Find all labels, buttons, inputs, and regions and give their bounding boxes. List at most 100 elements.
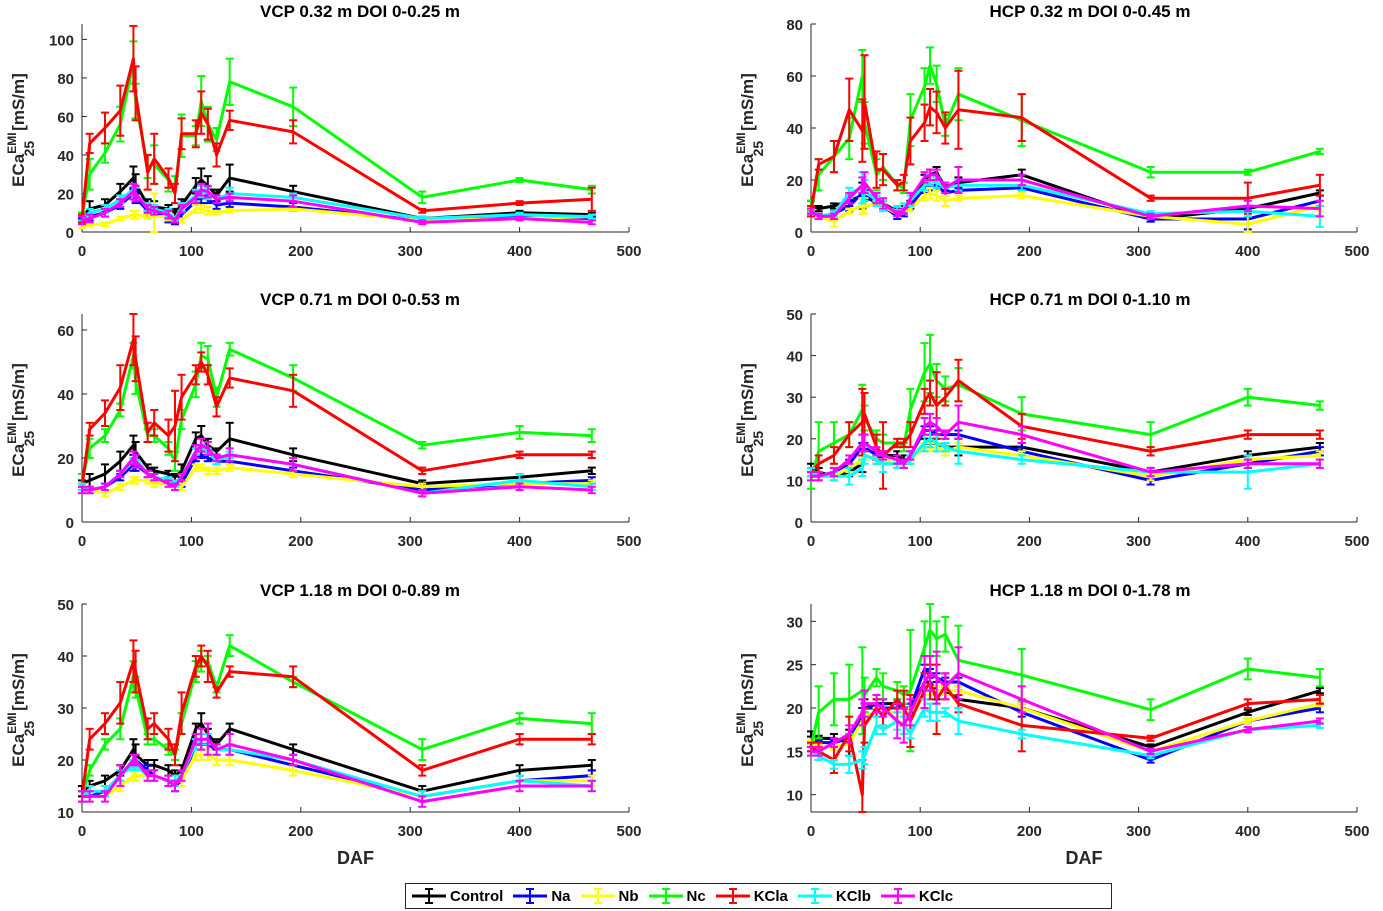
error-bar: [197, 182, 206, 197]
panel-2: HCP 0.32 m DOI 0-0.45 m 0 100 200 300 400 500 0…: [734, 2, 1370, 260]
x-tick-label: 500: [616, 533, 641, 550]
y-axis-label: ECaEMI 25[mS/m]: [5, 363, 37, 477]
series-line: [811, 420, 1320, 478]
error-bar: [872, 694, 881, 714]
legend-item-na[interactable]: Na: [511, 886, 571, 906]
x-tick-label: 200: [288, 823, 313, 840]
x-tick-label: 400: [507, 533, 532, 550]
legend-swatch-icon: [648, 888, 683, 904]
legend-item-nc[interactable]: Nc: [647, 886, 706, 906]
error-bar: [515, 177, 524, 183]
error-bar: [418, 489, 427, 498]
error-bar: [289, 119, 298, 145]
error-bar: [1315, 687, 1324, 695]
error-bar: [1243, 657, 1252, 681]
x-tick-label: 100: [908, 243, 933, 260]
error-bar: [1017, 173, 1026, 187]
error-bar: [212, 466, 221, 475]
series-kcla: [807, 54, 1324, 218]
error-bar: [116, 215, 125, 222]
error-bar: [116, 364, 125, 411]
error-bar: [1243, 726, 1252, 734]
y-tick-label: 40: [57, 387, 74, 404]
y-tick-label: 20: [57, 186, 74, 203]
error-bar: [170, 482, 179, 491]
error-bar: [418, 466, 427, 475]
error-bar: [941, 441, 950, 453]
legend: Control Na Nb Nc KCla KClb KClc: [405, 883, 1112, 909]
panel-title: VCP 0.32 m DOI 0-0.25 m: [260, 2, 460, 21]
error-bar: [100, 790, 109, 803]
error-bar: [920, 103, 929, 142]
error-bar: [906, 728, 915, 740]
error-bar: [212, 743, 221, 756]
error-bar: [845, 724, 854, 744]
error-bar: [225, 109, 234, 131]
error-bar: [587, 213, 596, 220]
error-bar: [197, 204, 206, 214]
x-tick-label: 200: [1017, 243, 1042, 260]
legend-swatch-icon: [880, 888, 915, 904]
error-bar: [1017, 425, 1026, 444]
legend-item-nb[interactable]: Nb: [579, 886, 639, 906]
error-bar: [1146, 734, 1155, 742]
error-bar: [197, 727, 206, 751]
legend-item-kcla[interactable]: KCla: [714, 886, 788, 906]
error-bar: [131, 753, 140, 767]
x-tick-label: 500: [1344, 823, 1369, 840]
legend-item-kclc[interactable]: KClc: [879, 886, 953, 906]
y-axis-label: ECaEMI 25[mS/m]: [5, 73, 37, 187]
error-bar: [515, 482, 524, 491]
error-bar: [899, 207, 908, 215]
error-bar: [177, 691, 186, 735]
error-bar: [203, 722, 212, 756]
x-tick-label: 300: [398, 823, 423, 840]
x-tick-label: 400: [1235, 533, 1260, 550]
error-bar: [1243, 708, 1252, 716]
error-bar: [879, 197, 888, 210]
y-axis-label: ECaEMI 25[mS/m]: [5, 653, 37, 767]
error-bar: [879, 698, 888, 718]
error-bar: [893, 210, 902, 218]
error-bar: [807, 207, 815, 215]
error-bar: [1315, 400, 1324, 411]
error-bar: [932, 650, 941, 705]
error-bar: [515, 425, 524, 440]
error-bar: [1315, 458, 1324, 469]
error-bar: [941, 429, 950, 440]
legend-label: Nb: [618, 887, 639, 905]
y-tick-label: 80: [786, 17, 803, 34]
error-bar: [1315, 668, 1324, 688]
error-bar: [906, 698, 915, 727]
error-bar: [941, 387, 950, 407]
error-bar: [1017, 93, 1026, 142]
y-tick-label: 10: [786, 473, 803, 490]
panel-title: HCP 1.18 m DOI 0-1.78 m: [990, 581, 1191, 600]
error-bar: [225, 367, 234, 389]
error-bar: [1243, 168, 1252, 176]
error-bar: [941, 672, 950, 701]
error-bar: [197, 351, 206, 373]
legend-item-kclb[interactable]: KClb: [796, 886, 871, 906]
x-tick-label: 0: [807, 533, 815, 550]
error-bar: [926, 379, 935, 407]
error-bar: [954, 166, 963, 194]
legend-item-control[interactable]: Control: [410, 886, 503, 906]
error-bar: [289, 373, 298, 408]
error-bar: [893, 454, 902, 465]
error-bar: [1243, 698, 1252, 709]
error-bar: [515, 733, 524, 746]
error-bar: [1146, 194, 1155, 202]
error-bar: [814, 746, 823, 757]
error-bar: [143, 421, 152, 443]
x-tick-label: 100: [908, 823, 933, 840]
series-line: [809, 362, 1321, 481]
error-bar: [164, 167, 173, 189]
error-bar: [814, 212, 823, 220]
series-line: [810, 173, 1320, 218]
error-bar: [587, 485, 596, 495]
error-bar: [197, 437, 206, 453]
error-bar: [164, 418, 173, 453]
error-bar: [932, 417, 941, 436]
error-bar: [85, 790, 94, 803]
